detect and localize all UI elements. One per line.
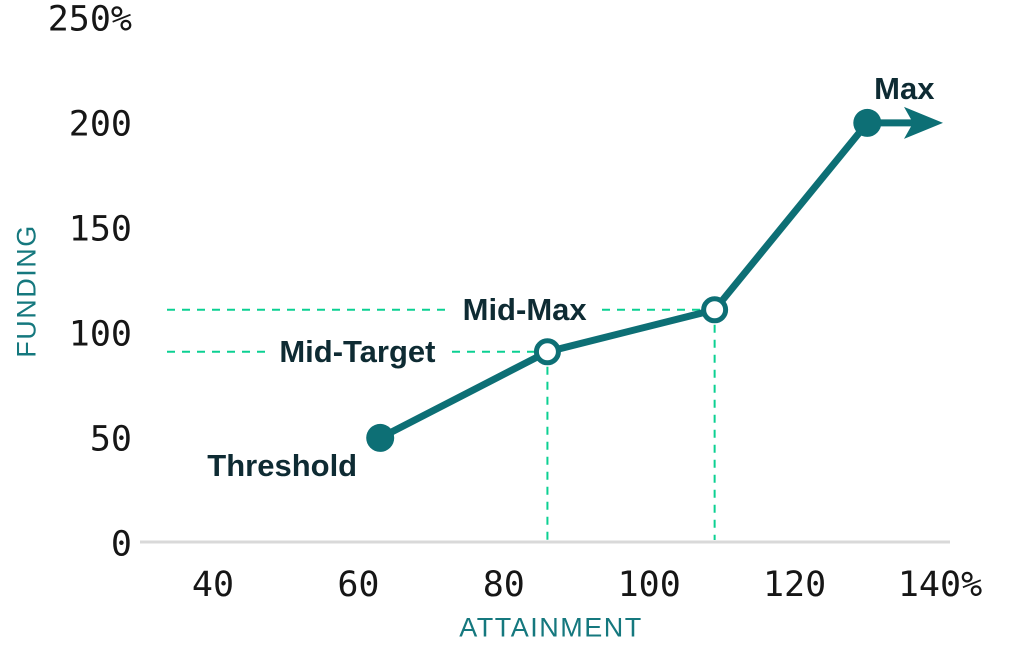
point-marker-max (853, 108, 882, 137)
point-marker-mid-max (701, 296, 729, 324)
y-axis-title: FUNDING (11, 224, 42, 358)
y-tick-label-200: 200 (68, 104, 132, 145)
x-tick-label-80: 80 (482, 565, 525, 605)
y-tick-label-0: 0 (110, 524, 132, 565)
y-tick-label-250: 250% (47, 0, 132, 40)
point-marker-threshold (366, 423, 395, 452)
max-arrow-head-icon (904, 106, 943, 139)
point-label-max: Max (874, 70, 935, 106)
y-tick-label-150: 150 (68, 209, 132, 250)
x-tick-label-60: 60 (337, 565, 380, 605)
point-marker-mid-target (533, 338, 561, 366)
y-tick-label-50: 50 (89, 419, 132, 460)
x-tick-label-40: 40 (191, 565, 235, 605)
x-tick-label-100: 100 (617, 565, 681, 605)
point-label-mid-max: Mid-Max (450, 292, 599, 327)
point-label-mid-target: Mid-Target (267, 334, 448, 369)
x-tick-label-140: 140% (897, 565, 983, 605)
x-axis-title: ATTAINMENT (459, 612, 643, 643)
payout-curve-line (376, 119, 871, 442)
y-tick-label-100: 100 (68, 314, 132, 355)
x-tick-label-120: 120 (762, 565, 827, 605)
point-label-threshold: Threshold (207, 447, 358, 483)
